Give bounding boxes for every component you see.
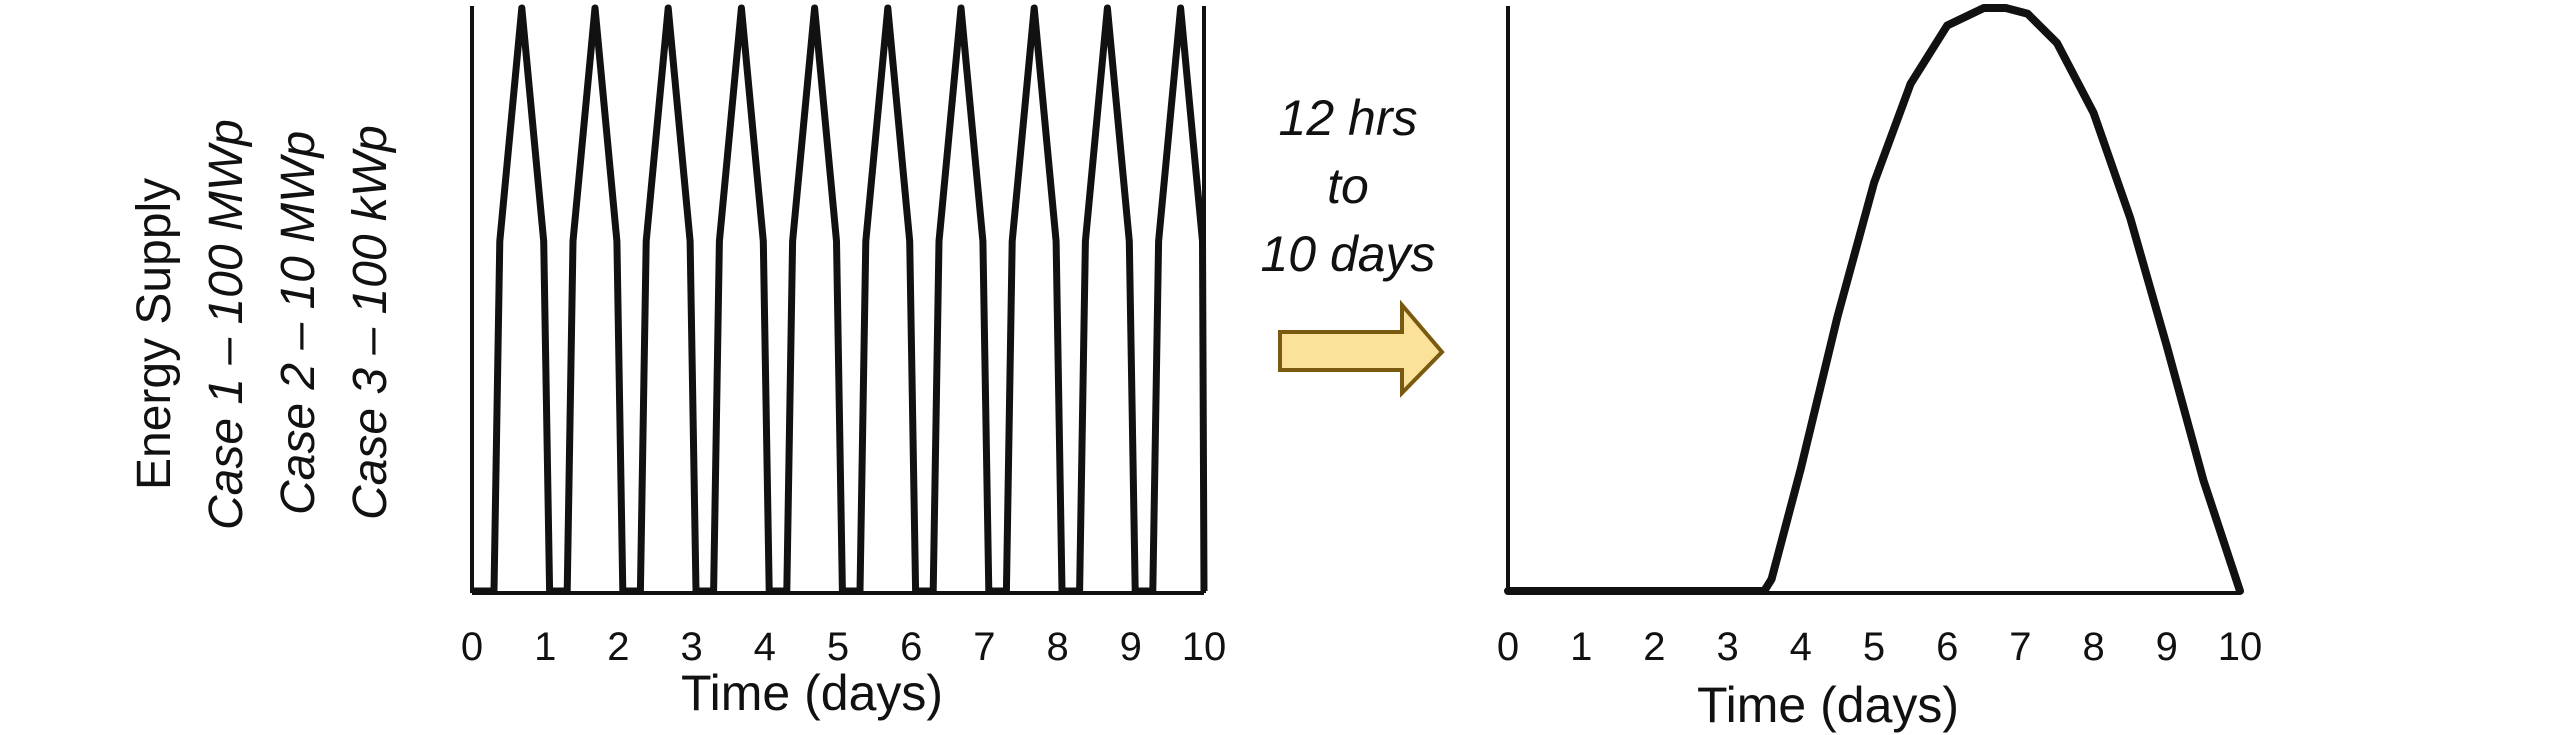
x-tick-label: 0 <box>1497 625 1519 669</box>
arrow-label-line-3: 10 days <box>1260 226 1435 282</box>
chart-left: 0 1 2 3 4 5 6 7 8 9 10 Time (days) <box>461 4 1226 721</box>
x-tick-label: 5 <box>1863 625 1885 669</box>
x-tick-label: 6 <box>1936 625 1958 669</box>
chart-left-x-tick-labels: 0 1 2 3 4 5 6 7 8 9 10 <box>461 625 1226 669</box>
x-tick-label: 8 <box>2082 625 2104 669</box>
x-tick-label: 2 <box>607 625 629 669</box>
y-axis-title-case-1: Case 1 – 100 MWp <box>200 119 253 530</box>
x-tick-label: 9 <box>1120 625 1142 669</box>
chart-right-x-tick-labels: 0 1 2 3 4 5 6 7 8 9 10 <box>1497 625 2262 669</box>
x-tick-label: 7 <box>973 625 995 669</box>
x-tick-label: 1 <box>534 625 556 669</box>
x-tick-label: 1 <box>1570 625 1592 669</box>
chart-right: 0 1 2 3 4 5 6 7 8 9 10 Time (days) <box>1497 4 2262 733</box>
y-axis-title-main: Energy Supply <box>128 178 181 490</box>
y-axis-title-case-3: Case 3 – 100 kWp <box>344 125 397 520</box>
x-tick-label: 6 <box>900 625 922 669</box>
chart-right-series-line <box>1504 4 2244 595</box>
transition-arrow-block: 12 hrs to 10 days <box>1260 90 1445 398</box>
chart-left-series-line <box>472 4 1208 595</box>
x-tick-label: 2 <box>1643 625 1665 669</box>
x-tick-label: 10 <box>2218 625 2263 669</box>
chart-left-x-axis-label: Time (days) <box>681 665 943 721</box>
x-tick-label: 8 <box>1046 625 1068 669</box>
x-tick-label: 4 <box>754 625 776 669</box>
chart-right-x-axis-label: Time (days) <box>1697 677 1959 733</box>
y-axis-title: Energy Supply Case 1 – 100 MWp Case 2 – … <box>128 119 397 530</box>
arrow-label-line-2: to <box>1327 158 1369 214</box>
right-arrow-icon <box>1278 299 1445 398</box>
x-tick-label: 9 <box>2156 625 2178 669</box>
x-tick-label: 3 <box>680 625 702 669</box>
x-tick-label: 3 <box>1716 625 1738 669</box>
y-axis-title-case-2: Case 2 – 10 MWp <box>272 131 325 515</box>
x-tick-label: 7 <box>2009 625 2031 669</box>
x-tick-label: 10 <box>1182 625 1227 669</box>
x-tick-label: 5 <box>827 625 849 669</box>
x-tick-label: 0 <box>461 625 483 669</box>
x-tick-label: 4 <box>1790 625 1812 669</box>
arrow-label-line-1: 12 hrs <box>1279 90 1418 146</box>
